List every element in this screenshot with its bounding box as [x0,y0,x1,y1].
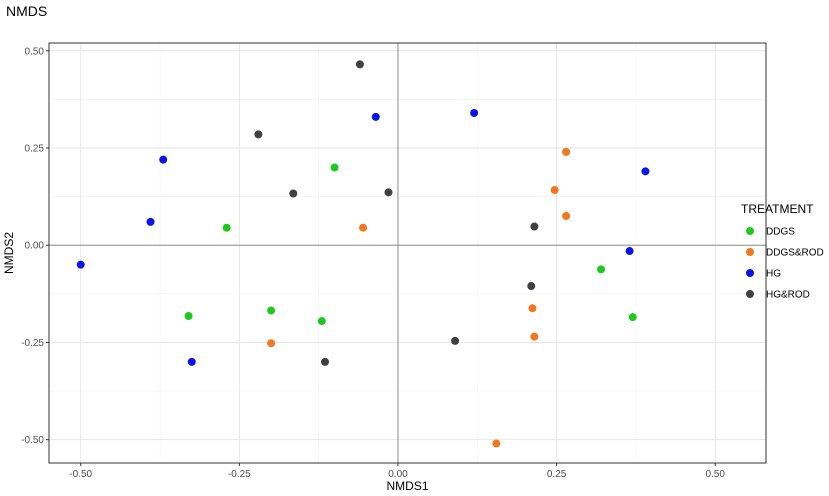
x-tick-label: -0.25 [228,469,251,480]
data-point-ddgs [330,163,339,172]
y-axis-title: NMDS2 [2,232,16,274]
data-point-ddgs [628,313,637,322]
y-tick-label: 0.25 [25,144,45,155]
legend-key-ddgs-rod [746,248,754,256]
x-tick-label: 0.50 [706,469,726,480]
data-point-ddgs-rod [528,304,537,313]
data-point-hg [146,217,155,226]
x-tick-label: -0.50 [69,469,92,480]
y-tick-label: -0.25 [21,338,44,349]
data-point-hg-rod [355,60,364,69]
data-points [76,60,650,448]
data-point-ddgs-rod [550,186,559,194]
data-point-hg [76,260,85,269]
data-point-ddgs-rod [267,339,276,348]
grid-layer [49,43,766,463]
legend: TREATMENT DDGS DDGS&ROD HG HG&ROD [741,202,824,301]
y-tick-label: 0.00 [25,241,45,252]
legend-label-ddgs-rod: DDGS&ROD [766,248,824,259]
data-point-hg [470,109,479,117]
plot-panel-border [48,42,767,464]
legend-label-hg: HG [766,269,781,280]
data-point-hg-rod [254,130,263,139]
reference-lines [49,43,766,463]
data-point-hg-rod [527,282,536,291]
data-point-hg [371,112,380,121]
data-point-hg-rod [321,357,330,366]
axis-ticks: -0.50 -0.25 0.00 0.25 0.50 -0.50 -0.25 0.00 0.25… [21,46,725,480]
data-point-hg [641,167,650,176]
x-tick-label: 0.25 [547,469,567,480]
x-tick-label: 0.00 [388,469,408,480]
data-point-hg-rod [451,336,460,345]
legend-label-hg-rod: HG&ROD [766,290,810,301]
data-point-hg-rod [384,188,393,197]
legend-key-hg-rod [746,290,754,298]
data-point-hg [625,247,634,256]
data-point-ddgs [267,306,276,315]
data-point-ddgs-rod [530,332,539,341]
data-point-ddgs [222,223,231,232]
chart-title: NMDS [6,3,47,19]
data-point-hg-rod [530,222,539,231]
x-axis-title: NMDS1 [386,479,428,493]
data-point-ddgs-rod [562,147,571,156]
data-point-ddgs-rod [492,439,501,448]
data-point-ddgs [597,265,606,274]
legend-key-hg [746,269,754,277]
data-point-ddgs-rod [359,223,368,232]
legend-title: TREATMENT [741,202,814,216]
data-point-ddgs [184,312,193,320]
data-point-hg-rod [289,189,298,198]
data-point-ddgs-rod [562,212,571,221]
legend-label-ddgs: DDGS [766,227,795,238]
y-tick-label: 0.50 [25,46,45,57]
legend-key-ddgs [746,227,754,235]
data-point-hg [187,357,196,366]
y-tick-label: -0.50 [21,435,44,446]
data-point-ddgs [317,317,326,326]
data-point-hg [159,155,168,164]
